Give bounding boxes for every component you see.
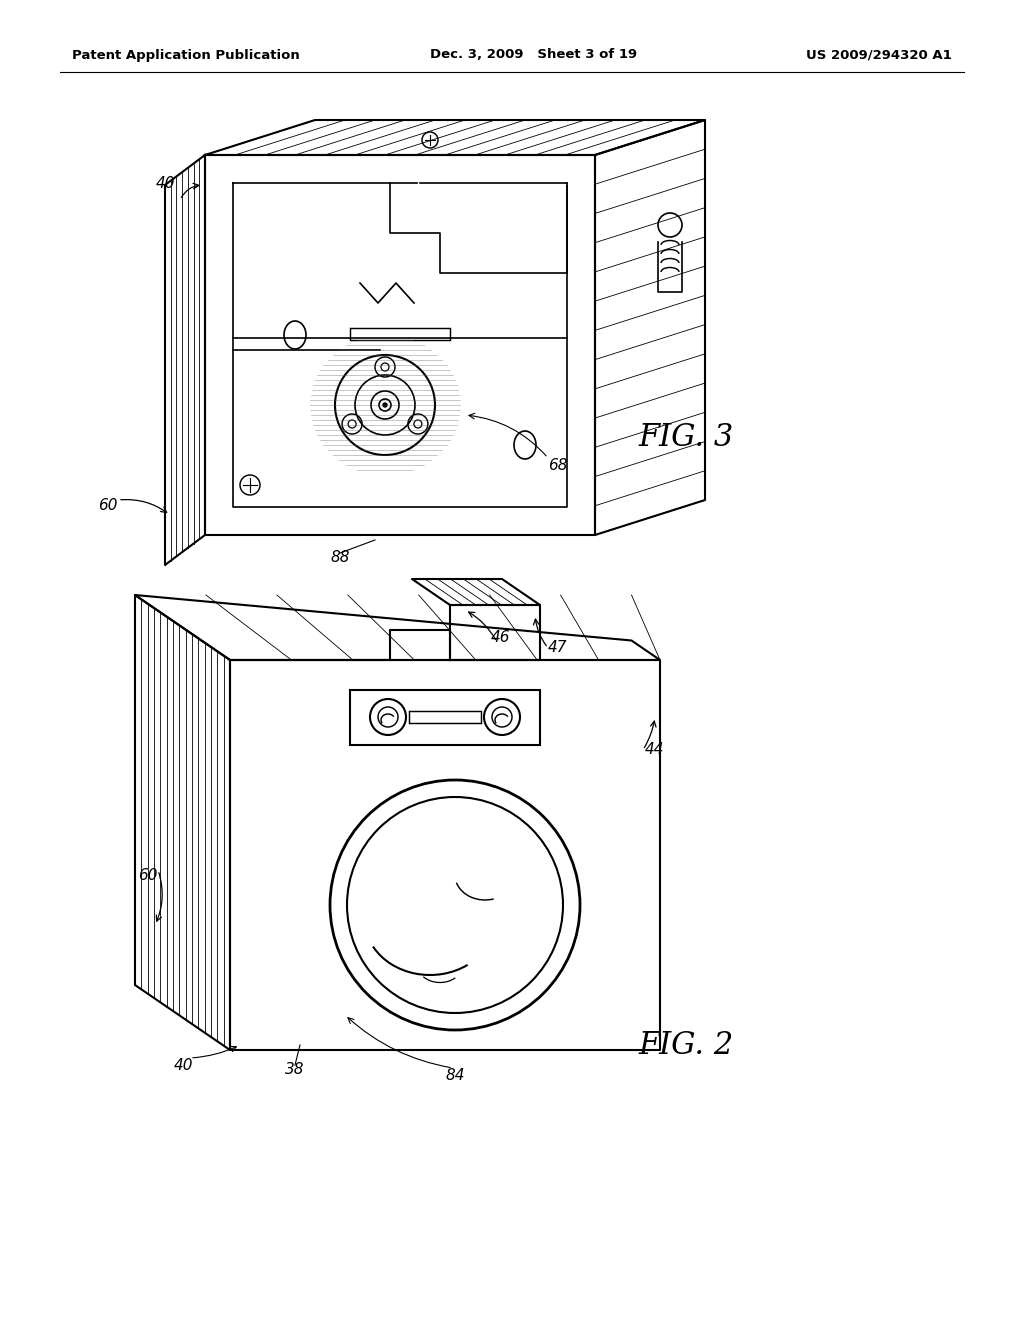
Bar	[350, 327, 450, 341]
Text: 88: 88	[331, 550, 350, 565]
Text: FIG. 2: FIG. 2	[638, 1030, 733, 1060]
Circle shape	[379, 399, 391, 411]
Text: 40: 40	[156, 176, 175, 190]
Text: US 2009/294320 A1: US 2009/294320 A1	[806, 49, 952, 62]
Text: Patent Application Publication: Patent Application Publication	[72, 49, 300, 62]
Text: 40: 40	[173, 1057, 193, 1072]
Bar	[350, 690, 540, 744]
Text: 84: 84	[445, 1068, 465, 1082]
Text: 68: 68	[548, 458, 567, 473]
Text: 44: 44	[645, 742, 665, 758]
Bar	[409, 711, 481, 723]
Text: 47: 47	[548, 640, 567, 656]
Text: Dec. 3, 2009   Sheet 3 of 19: Dec. 3, 2009 Sheet 3 of 19	[430, 49, 637, 62]
Text: 38: 38	[286, 1063, 305, 1077]
Text: 60: 60	[98, 498, 118, 512]
Text: 60: 60	[138, 867, 158, 883]
Text: FIG. 3: FIG. 3	[638, 421, 733, 453]
Circle shape	[383, 403, 387, 407]
Text: 46: 46	[490, 631, 510, 645]
